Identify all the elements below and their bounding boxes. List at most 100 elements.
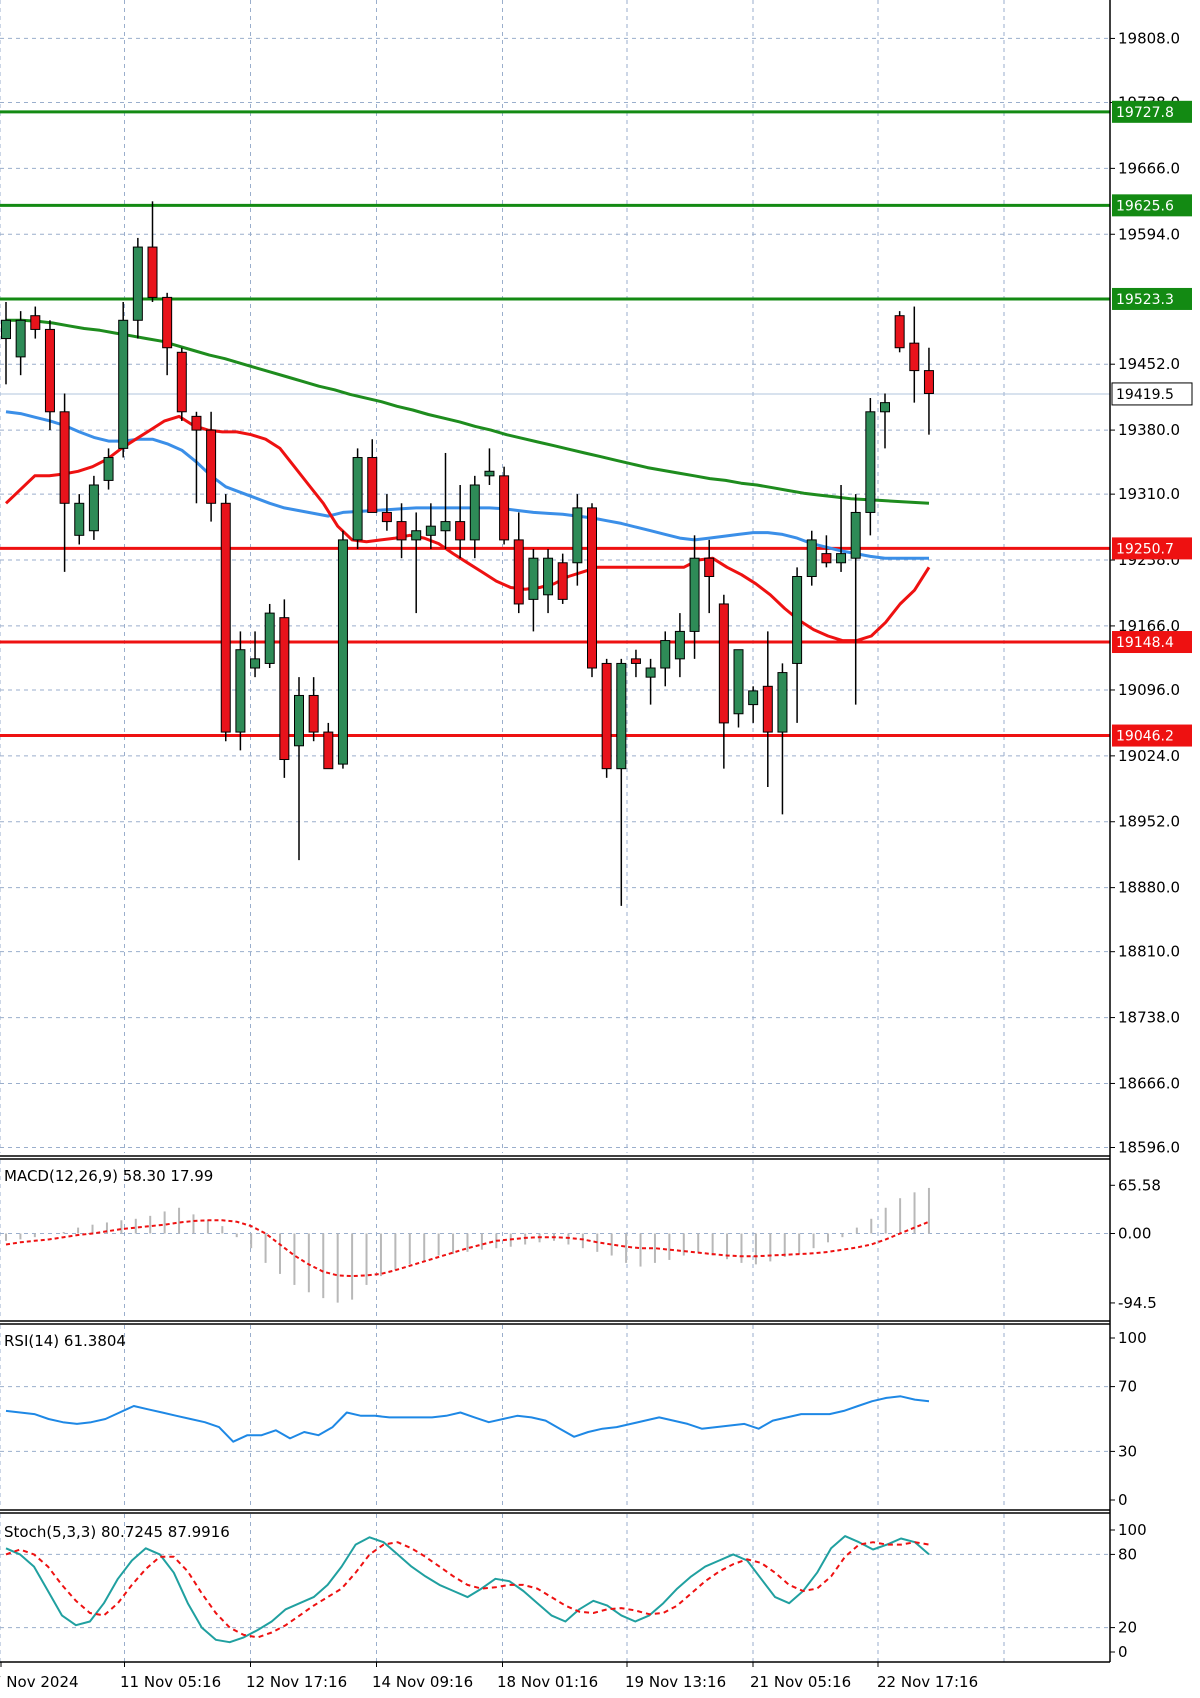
bearish-candle	[704, 557, 715, 578]
bullish-candle	[425, 525, 436, 536]
rsi-title: RSI(14) 61.3804	[4, 1332, 126, 1350]
bearish-candle	[894, 315, 905, 349]
ma-blue-line	[5, 410, 929, 560]
y-tick-label: 70	[1118, 1378, 1137, 1396]
bearish-candle	[30, 315, 41, 330]
y-tick-label: 19666.0	[1118, 159, 1180, 177]
bullish-candle	[15, 319, 26, 358]
resistance-tag-label: 19625.6	[1116, 198, 1174, 214]
bearish-candle	[367, 457, 378, 513]
bullish-candle	[235, 649, 246, 733]
bearish-candle	[206, 429, 217, 504]
x-tick-label: 14 Nov 09:16	[372, 1673, 473, 1691]
y-tick-label: 18596.0	[1118, 1139, 1180, 1157]
bullish-candle	[616, 662, 627, 770]
y-tick-label: 19096.0	[1118, 681, 1180, 699]
bullish-candle	[777, 672, 788, 733]
rsi-marks	[5, 1395, 930, 1443]
stochastic-panel: Stoch(5,3,3) 80.7245 87.9916 100 80 20 0	[0, 1514, 1147, 1662]
current-price-tag-bg	[1111, 382, 1193, 406]
bullish-candle	[850, 511, 861, 559]
x-tick-label: 19 Nov 13:16	[625, 1673, 726, 1691]
bullish-candle	[132, 246, 143, 321]
y-tick-label: 80	[1118, 1545, 1137, 1563]
stochastic-axis: 100 80 20 0	[1110, 1521, 1147, 1661]
bullish-candle	[118, 319, 129, 449]
bullish-candle	[660, 640, 671, 669]
bearish-candle	[601, 662, 612, 770]
y-tick-label: 100	[1118, 1329, 1147, 1347]
y-tick-label: 19594.0	[1118, 225, 1180, 243]
x-tick-label: 21 Nov 05:16	[750, 1673, 851, 1691]
current-price-tag-label: 19419.5	[1116, 387, 1174, 403]
bullish-candle	[792, 576, 803, 664]
bearish-candle	[147, 246, 158, 298]
bullish-candle	[411, 530, 422, 541]
rsi-axis: 100 70 30 0	[1110, 1329, 1147, 1509]
bullish-candle	[88, 484, 99, 532]
bullish-candle	[103, 457, 114, 481]
bearish-candle	[162, 296, 173, 349]
x-tick-label: 12 Nov 17:16	[246, 1673, 347, 1691]
x-tick-label: 22 Nov 17:16	[877, 1673, 978, 1691]
y-tick-label: 19024.0	[1118, 747, 1180, 765]
ma-red-line	[4, 414, 931, 643]
support-tag-label: 19148.4	[1116, 635, 1174, 651]
bullish-candle	[865, 411, 876, 513]
bullish-candle	[1, 319, 11, 340]
bearish-candle	[630, 658, 641, 664]
bullish-candle	[836, 553, 847, 564]
bearish-candle	[513, 539, 524, 605]
price-levels	[0, 110, 1110, 738]
price-panel: 19808.019738.019666.019594.019452.019380…	[0, 0, 1193, 1157]
bullish-candle	[748, 690, 759, 706]
y-tick-label: 19452.0	[1118, 355, 1180, 373]
bearish-candle	[762, 685, 773, 733]
y-tick-label: -94.5	[1118, 1294, 1157, 1312]
x-tick-label: 7 Nov 2024	[0, 1673, 79, 1691]
y-tick-label: 30	[1118, 1442, 1137, 1460]
bullish-candle	[543, 557, 554, 596]
bullish-candle	[806, 539, 817, 578]
support-tag-bg	[1112, 631, 1192, 654]
bullish-candle	[250, 658, 261, 669]
candlesticks	[1, 201, 934, 906]
y-tick-label: 19166.0	[1118, 617, 1180, 635]
y-tick-label: 19310.0	[1118, 485, 1180, 503]
bearish-candle	[220, 502, 231, 733]
macd-axis: 65.58 0.00 -94.5	[1110, 1176, 1161, 1312]
support-tag-label: 19250.7	[1116, 541, 1174, 557]
stochastic-signal-line	[5, 1541, 930, 1639]
resistance-tag-bg	[1112, 194, 1192, 217]
stochastic-title: Stoch(5,3,3) 80.7245 87.9916	[4, 1523, 230, 1541]
y-tick-label: 100	[1118, 1521, 1147, 1539]
bearish-candle	[821, 553, 832, 564]
x-tick-label: 11 Nov 05:16	[120, 1673, 221, 1691]
moving-averages	[4, 318, 931, 643]
bullish-candle	[689, 557, 700, 632]
ma-green-line	[6, 318, 930, 505]
support-tag-bg	[1112, 537, 1192, 560]
bearish-candle	[455, 521, 466, 541]
x-tick-label: 18 Nov 01:16	[497, 1673, 598, 1691]
y-tick-label: 65.58	[1118, 1176, 1161, 1194]
macd-panel: MACD(12,26,9) 58.30 17.99 65.58 0.00 -94.5	[0, 1160, 1161, 1318]
y-tick-label: 18810.0	[1118, 943, 1180, 961]
bearish-candle	[191, 415, 202, 431]
time-axis: 7 Nov 2024 11 Nov 05:16 12 Nov 17:16 14 Nov…	[0, 1662, 978, 1691]
y-tick-label: 19808.0	[1118, 29, 1180, 47]
resistance-tag-label: 19727.8	[1116, 105, 1174, 121]
bullish-candle	[74, 502, 85, 536]
y-tick-label: 18738.0	[1118, 1009, 1180, 1027]
bearish-candle	[557, 562, 568, 600]
resistance-tag-bg	[1112, 287, 1192, 310]
chart-frame	[0, 0, 1111, 1663]
bullish-candle	[440, 521, 451, 532]
bullish-candle	[674, 630, 685, 660]
y-tick-label: 0	[1118, 1643, 1128, 1661]
bullish-candle	[352, 457, 363, 541]
support-tag-label: 19046.2	[1116, 729, 1174, 745]
bearish-candle	[59, 411, 70, 504]
